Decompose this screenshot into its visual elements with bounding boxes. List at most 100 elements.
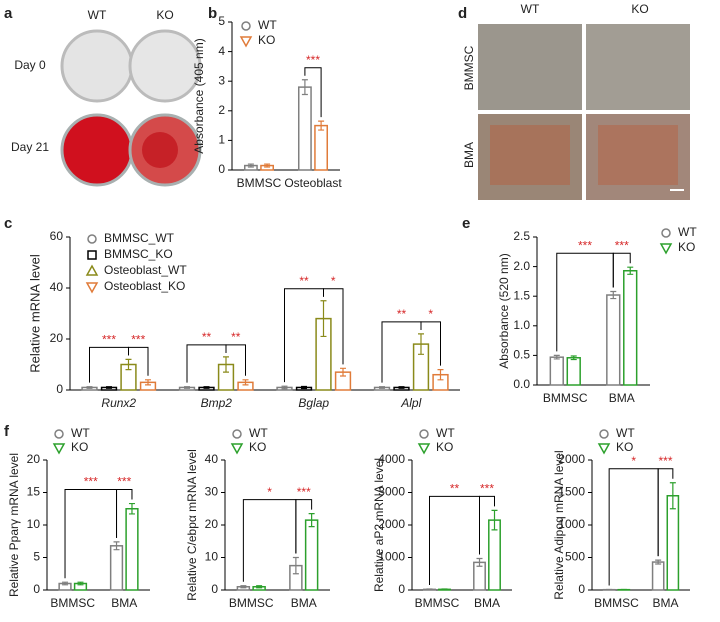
legend-label: KO [249,440,266,454]
row-label: BMA [462,142,476,168]
significance-label: ** [299,274,309,288]
row-label: Day 0 [14,58,46,72]
y-tick-label: 2.5 [513,229,530,243]
legend-marker [232,444,242,453]
x-tick-label: BMMSC [543,391,588,405]
bar [667,496,678,590]
significance-label: ** [450,482,460,496]
bar [306,520,318,590]
y-tick-label: 0 [56,382,63,396]
legend-label: BMMSC_WT [104,231,175,245]
legend-marker [88,235,96,243]
y-tick-label: 40 [205,452,219,466]
y-axis-label: Relative aP2 mRNA level [372,458,386,592]
y-tick-label: 20 [205,517,219,531]
significance-bracket [609,469,658,586]
panel-label: e [462,215,470,232]
x-tick-label: Bmp2 [201,396,233,410]
bar [111,546,123,590]
x-tick-label: BMA [474,596,500,610]
column-label: KO [631,2,648,16]
significance-bracket [557,253,614,351]
legend-marker [241,37,251,46]
row-label: BMMSC [462,45,476,90]
y-tick-label: 0 [218,162,225,176]
bar [550,357,563,385]
y-tick-label: 2 [218,103,225,117]
y-tick-label: 60 [50,229,64,243]
legend-label: BMMSC_KO [104,247,173,261]
significance-label: *** [297,485,311,499]
x-tick-label: BMA [652,596,678,610]
significance-label: * [428,307,433,321]
y-tick-label: 3 [218,73,225,87]
legend-marker [54,444,64,453]
significance-label: *** [658,454,672,468]
legend-marker [662,229,670,237]
x-tick-label: BMMSC [415,596,460,610]
significance-label: *** [615,238,629,252]
legend-label: WT [616,426,635,440]
legend-label: WT [71,426,90,440]
legend-marker [55,430,63,438]
significance-label: *** [306,53,320,67]
x-tick-label: BMMSC [237,176,282,190]
x-tick-label: BMA [111,596,137,610]
significance-bracket [65,490,117,579]
error-bar [427,589,433,590]
significance-label: ** [397,307,407,321]
y-axis-label: Relative Adipoq mRNA level [552,450,566,599]
micrograph-images [478,24,690,200]
significance-label: *** [117,475,131,489]
y-tick-label: 0 [578,582,585,596]
x-tick-label: BMMSC [50,596,95,610]
significance-label: *** [84,475,98,489]
significance-label: ** [202,330,212,344]
bar [624,271,637,385]
legend-label: KO [678,240,695,254]
bar [607,295,620,385]
y-tick-label: 15 [27,485,41,499]
legend-label: Osteoblast_WT [104,263,187,277]
column-label: WT [88,8,107,22]
legend-marker [599,444,609,453]
y-tick-label: 5 [218,14,225,28]
significance-label: * [267,485,272,499]
significance-label: *** [131,333,145,347]
panel-label: f [4,423,10,440]
legend-label: WT [436,426,455,440]
legend-label: WT [678,225,697,239]
y-tick-label: 10 [205,550,219,564]
column-label: WT [521,2,540,16]
significance-label: ** [231,330,241,344]
legend-label: Osteoblast_KO [104,279,185,293]
y-tick-label: 0.0 [513,377,530,391]
y-tick-label: 1 [218,133,225,147]
bar [653,562,664,590]
error-bar [442,589,448,590]
significance-label: * [331,274,336,288]
panel-label: d [458,5,467,22]
y-tick-label: 0 [33,582,40,596]
x-tick-label: Runx2 [101,396,136,410]
bar [567,358,580,385]
y-tick-label: 20 [27,452,41,466]
panel-label: c [4,215,12,232]
y-tick-label: 2.0 [513,259,530,273]
bar [299,87,311,170]
legend-marker [419,444,429,453]
y-tick-label: 10 [27,517,41,531]
y-tick-label: 0 [398,582,405,596]
y-tick-label: 0 [211,582,218,596]
legend-marker [420,430,428,438]
legend-marker [233,430,241,438]
bar [489,520,500,590]
y-tick-label: 1.5 [513,288,530,302]
y-axis-label: Relative mRNA level [27,254,42,373]
legend-marker [88,251,96,259]
y-axis-label: Absorbance (405 nm) [192,38,206,153]
y-tick-label: 30 [205,485,219,499]
x-tick-label: Osteoblast [284,176,342,190]
